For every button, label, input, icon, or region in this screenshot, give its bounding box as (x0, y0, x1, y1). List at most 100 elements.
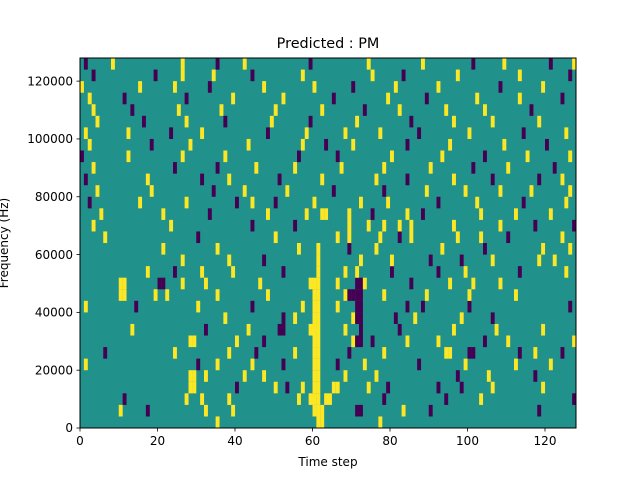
heatmap-cell-high (448, 347, 453, 359)
heatmap-cell-high (448, 138, 453, 151)
heatmap-cell-high (83, 358, 88, 371)
heatmap-cell-low (471, 162, 476, 174)
heatmap-cell-high (161, 243, 166, 255)
heatmap-cell-low (204, 323, 208, 336)
heatmap-cell-high (204, 370, 208, 382)
heatmap-cell-low (149, 138, 154, 151)
heatmap-cell-high (126, 127, 131, 139)
heatmap-cell-low (351, 289, 356, 301)
heatmap-cell-high (324, 208, 329, 220)
heatmap-cell-low (401, 69, 406, 82)
heatmap-cell-high (180, 277, 185, 290)
heatmap-cell-high (467, 127, 472, 139)
heatmap-cell-low (207, 81, 212, 93)
heatmap-cell-high (343, 323, 348, 336)
heatmap-cell-high (440, 243, 445, 255)
heatmap-cell-high (560, 231, 565, 244)
heatmap-cell-high (266, 208, 270, 220)
y-tick-label: 20000 (35, 363, 73, 377)
heatmap-cell-low (409, 115, 414, 128)
heatmap-cell-high (316, 323, 321, 336)
heatmap-cell-low (467, 300, 472, 313)
heatmap-cell-high (475, 196, 480, 209)
x-tick-label: 120 (534, 434, 557, 448)
heatmap-cell-low (235, 381, 239, 394)
heatmap-cell-low (386, 381, 391, 394)
heatmap-cell-low (568, 300, 573, 313)
heatmap-cell-low (382, 185, 387, 197)
heatmap-cell-high (161, 208, 166, 220)
heatmap-cell-low (254, 347, 259, 359)
heatmap-cell-high (448, 277, 453, 290)
heatmap-cell-high (351, 138, 356, 151)
heatmap-cell-high (537, 115, 542, 128)
x-axis-ticks: 0 20 40 60 80 100 120 (76, 428, 556, 448)
heatmap-cell-high (200, 266, 205, 278)
heatmap-cell-high (188, 335, 193, 348)
heatmap-cell-high (452, 173, 456, 186)
heatmap-cell-high (304, 208, 309, 220)
heatmap-cell-high (409, 219, 414, 232)
heatmap-cell-high (366, 58, 371, 70)
heatmap-cell-high (378, 127, 383, 139)
y-tick-label: 40000 (35, 306, 73, 320)
heatmap-cell-high (351, 312, 356, 324)
heatmap-cell-high (145, 266, 150, 278)
heatmap-cell-low (359, 323, 363, 336)
heatmap-cell-low (568, 69, 573, 82)
heatmap-cell-high (320, 104, 325, 116)
heatmap-cell-low (207, 208, 212, 220)
heatmap-cell-high (215, 243, 220, 255)
heatmap-cell-low (335, 358, 340, 371)
heatmap-cell-high (312, 393, 317, 405)
heatmap-cell-low (281, 312, 286, 324)
heatmap-cell-high (126, 150, 131, 163)
heatmap-cell-low (359, 312, 363, 324)
heatmap-cell-low (173, 162, 177, 174)
heatmap-cell-high (479, 393, 484, 405)
heatmap-cell-high (355, 266, 360, 278)
heatmap-cell-high (444, 104, 449, 116)
heatmap-cell-high (316, 266, 321, 278)
x-tick-label: 100 (456, 434, 479, 448)
heatmap-cell-low (533, 219, 538, 232)
heatmap-cell-low (359, 404, 363, 417)
heatmap-cell-low (359, 335, 363, 348)
heatmap-cell-high (405, 208, 410, 220)
heatmap-cell-low (250, 219, 255, 232)
heatmap-cell-low (355, 300, 360, 313)
heatmap-cell-high (180, 150, 185, 163)
heatmap-cell-high (312, 300, 317, 313)
heatmap-cell-high (250, 358, 255, 371)
heatmap-cell-high (304, 127, 309, 139)
heatmap-cell-low (421, 208, 425, 220)
heatmap-cell-low (370, 335, 375, 348)
heatmap-cell-low (533, 370, 538, 382)
heatmap-cell-low (359, 300, 363, 313)
heatmap-cell-low (537, 173, 542, 186)
heatmap-cell-high (343, 289, 348, 301)
heatmap-cell-high (455, 69, 460, 82)
heatmap-cell-high (316, 300, 321, 313)
heatmap-cell-high (176, 104, 181, 116)
heatmap-cell-high (390, 150, 394, 163)
heatmap-cell-high (153, 289, 158, 301)
heatmap-cell-high (169, 219, 174, 232)
heatmap-cell-high (471, 277, 476, 290)
heatmap-cell-high (130, 323, 135, 336)
heatmap-cell-low (529, 104, 534, 116)
heatmap-cell-low (211, 185, 216, 197)
heatmap-cell-high (188, 381, 193, 394)
heatmap-cell-high (362, 277, 367, 290)
heatmap-cell-low (370, 208, 375, 220)
heatmap-cell-low (424, 92, 429, 105)
heatmap-cell-high (320, 173, 325, 186)
heatmap-cell-low (331, 92, 336, 105)
heatmap-cell-high (347, 219, 352, 232)
x-tick-label: 60 (305, 434, 320, 448)
heatmap-cell-high (397, 219, 402, 232)
heatmap-cell-high (390, 254, 394, 267)
heatmap-cell-low (196, 231, 201, 244)
heatmap-cell-low (184, 92, 189, 105)
heatmap-cell-high (564, 266, 569, 278)
